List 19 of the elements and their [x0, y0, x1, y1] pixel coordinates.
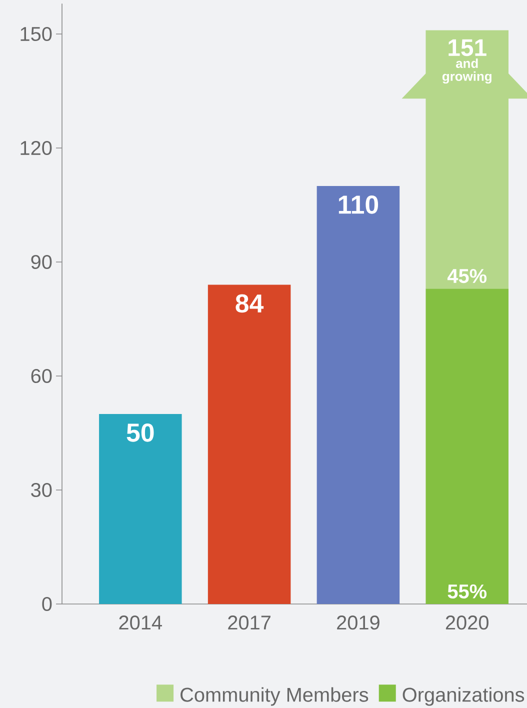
annotation: 151	[448, 39, 486, 56]
data-label: 50	[126, 424, 154, 442]
legend-label: Organizations	[402, 687, 524, 706]
data-label: 110	[338, 196, 378, 214]
x-tick-label: 2020	[446, 616, 488, 630]
legend-label: Community Members	[180, 687, 368, 706]
x-tick-label: 2014	[119, 616, 162, 630]
y-tick-label: 0	[42, 596, 52, 612]
annotation: 45%	[447, 269, 487, 284]
x-tick-label: 2017	[228, 616, 270, 630]
x-tick-label: 2019	[337, 616, 380, 630]
data-label: 84	[236, 294, 264, 313]
y-tick-label: 90	[31, 254, 52, 270]
annotation: 55%	[448, 584, 487, 598]
y-tick-label: 60	[31, 368, 52, 384]
y-tick-label: 150	[20, 26, 52, 42]
y-tick-label: 30	[31, 482, 52, 498]
annotation: and growing	[442, 58, 492, 84]
y-tick-label: 120	[20, 140, 52, 156]
